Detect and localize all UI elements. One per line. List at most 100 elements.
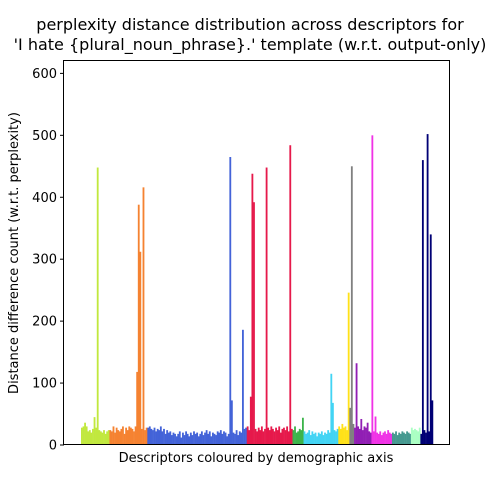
bar <box>418 427 421 445</box>
bar <box>403 432 405 445</box>
x-axis-label: Descriptors coloured by demographic axis <box>119 451 394 466</box>
bar <box>281 428 284 445</box>
bar <box>95 427 98 445</box>
bar <box>320 431 323 445</box>
bar <box>253 202 255 445</box>
bar <box>324 432 326 445</box>
bar <box>355 363 358 445</box>
bar <box>344 426 347 445</box>
y-axis-label: Distance difference count (w.r.t. perple… <box>7 112 22 394</box>
bar <box>122 426 124 445</box>
bar <box>232 432 235 445</box>
bar <box>98 430 101 445</box>
bar <box>300 430 303 445</box>
bar <box>194 433 197 445</box>
bar <box>273 431 276 445</box>
bar <box>369 432 372 445</box>
bar <box>131 428 134 445</box>
bar <box>185 431 188 445</box>
bar <box>152 430 154 445</box>
bar <box>290 428 293 445</box>
bar <box>420 433 423 445</box>
bar <box>336 428 339 445</box>
bar <box>248 430 251 445</box>
bar <box>204 432 206 445</box>
bar <box>350 166 353 446</box>
bar <box>178 431 181 445</box>
bar <box>221 433 224 445</box>
bar <box>325 433 328 445</box>
bar <box>153 427 156 445</box>
chart-title-line-1: perplexity distance distribution across … <box>36 15 464 34</box>
bar <box>158 430 161 445</box>
bar <box>417 431 420 445</box>
bar <box>276 430 279 445</box>
bar <box>155 431 158 445</box>
bar <box>104 433 107 445</box>
bar <box>103 430 105 445</box>
bar <box>137 204 140 445</box>
bar <box>256 431 259 445</box>
bar <box>226 436 229 445</box>
bar <box>172 432 175 445</box>
bar <box>338 426 341 445</box>
bar <box>327 430 330 445</box>
bar <box>246 426 249 445</box>
bar <box>328 432 331 445</box>
bar <box>265 167 268 446</box>
bar <box>212 432 214 445</box>
bar <box>139 251 142 445</box>
bar <box>234 433 236 445</box>
bar <box>267 427 270 445</box>
bar <box>421 160 424 446</box>
bar <box>96 167 99 446</box>
bar <box>159 426 162 445</box>
bar <box>205 430 208 445</box>
bar <box>333 430 336 445</box>
bar <box>166 430 169 445</box>
bar <box>429 234 432 445</box>
bar <box>317 432 320 445</box>
bar <box>99 431 102 445</box>
bar <box>84 422 86 445</box>
bar <box>208 431 211 445</box>
bar <box>114 432 116 445</box>
bar <box>286 426 289 445</box>
bar <box>341 423 344 445</box>
bar <box>423 430 426 445</box>
bar <box>357 426 360 445</box>
bar <box>407 432 410 445</box>
y-axis-ticks: 0 100 200 300 400 500 600 <box>32 67 64 454</box>
bar <box>145 427 148 445</box>
bar <box>279 432 282 445</box>
bar <box>303 431 306 445</box>
bar <box>150 428 153 445</box>
bar <box>191 435 194 445</box>
bar <box>175 436 178 445</box>
bar <box>128 426 131 445</box>
bar <box>390 433 393 445</box>
bar <box>81 427 83 445</box>
bar <box>298 428 301 445</box>
bar <box>235 430 238 445</box>
bar <box>343 427 345 445</box>
bar <box>335 431 337 445</box>
bar <box>238 431 241 445</box>
bar <box>210 436 213 445</box>
bar <box>213 433 216 445</box>
bar <box>196 432 199 445</box>
bar <box>322 435 325 445</box>
y-tick-label: 200 <box>32 315 57 330</box>
bar <box>202 435 205 445</box>
bar <box>270 426 273 445</box>
bar <box>360 418 363 445</box>
bar <box>361 430 364 445</box>
bar <box>118 431 121 445</box>
bar <box>377 433 380 445</box>
bar <box>363 426 366 445</box>
bar <box>215 435 217 445</box>
bar <box>148 426 151 445</box>
bar <box>186 433 189 445</box>
bar <box>197 436 200 445</box>
bar <box>223 431 225 445</box>
